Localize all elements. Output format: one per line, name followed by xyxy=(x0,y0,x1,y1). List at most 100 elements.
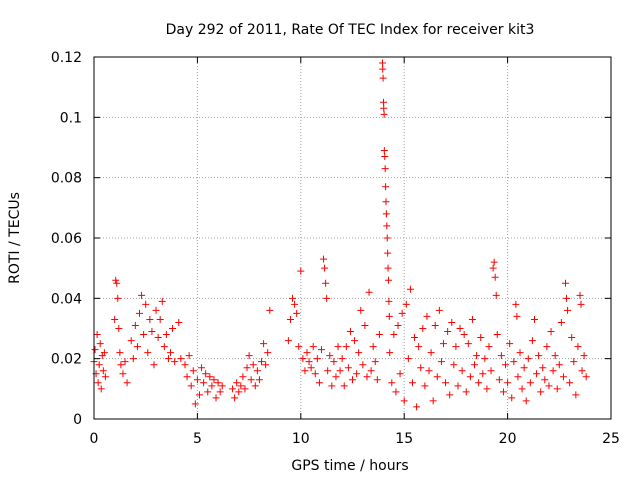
data-point xyxy=(187,382,195,390)
data-point xyxy=(513,312,521,320)
data-point xyxy=(563,294,571,302)
data-point xyxy=(324,367,332,375)
data-point xyxy=(158,297,166,305)
data-point xyxy=(208,382,216,390)
data-point xyxy=(191,400,199,408)
y-tick-label: 0 xyxy=(73,412,82,428)
data-point xyxy=(361,321,369,329)
data-point xyxy=(489,264,497,272)
data-point xyxy=(365,288,373,296)
data-point xyxy=(123,379,131,387)
data-point xyxy=(93,331,101,339)
data-point xyxy=(322,279,330,287)
data-point xyxy=(214,379,222,387)
data-point xyxy=(381,165,389,173)
data-point xyxy=(577,300,585,308)
data-point xyxy=(437,358,445,366)
data-point xyxy=(303,349,311,357)
data-point xyxy=(138,291,146,299)
data-point xyxy=(206,373,214,381)
data-point xyxy=(510,358,518,366)
data-point xyxy=(99,367,107,375)
data-point xyxy=(328,382,336,390)
data-point xyxy=(162,331,170,339)
data-point xyxy=(371,358,379,366)
data-point xyxy=(572,391,580,399)
data-point xyxy=(289,294,297,302)
data-point xyxy=(553,385,561,393)
data-point xyxy=(142,300,150,308)
data-point xyxy=(177,355,185,363)
y-tick-label: 0.04 xyxy=(51,291,82,307)
data-point xyxy=(373,376,381,384)
data-point xyxy=(156,315,164,323)
data-point xyxy=(504,379,512,387)
data-point xyxy=(321,264,329,272)
data-point xyxy=(113,279,121,287)
data-point xyxy=(91,346,99,354)
data-point xyxy=(129,355,137,363)
data-point xyxy=(367,367,375,375)
data-point xyxy=(402,300,410,308)
data-point xyxy=(241,385,249,393)
data-point xyxy=(167,349,175,357)
data-point xyxy=(427,349,435,357)
data-point xyxy=(380,147,388,155)
data-point xyxy=(291,300,299,308)
data-point xyxy=(150,361,158,369)
data-point xyxy=(508,394,516,402)
data-point xyxy=(181,361,189,369)
data-point xyxy=(169,325,177,332)
data-point xyxy=(549,367,557,375)
data-point xyxy=(547,328,555,336)
grid-lines xyxy=(94,57,611,419)
data-point xyxy=(385,297,393,305)
data-point xyxy=(406,285,414,293)
data-point xyxy=(116,349,124,357)
data-point xyxy=(342,343,350,351)
x-tick-label: 25 xyxy=(602,431,620,447)
data-point xyxy=(506,340,514,348)
data-point xyxy=(231,394,239,402)
data-point xyxy=(380,98,388,106)
data-point xyxy=(245,352,253,360)
data-point xyxy=(431,321,439,329)
y-tick-label: 0.08 xyxy=(51,171,82,187)
data-point xyxy=(249,361,257,369)
data-point xyxy=(200,379,208,387)
data-point xyxy=(185,352,193,360)
data-point xyxy=(477,334,485,342)
data-point xyxy=(286,315,294,323)
data-point xyxy=(379,74,387,82)
data-point xyxy=(566,379,574,387)
data-point xyxy=(497,352,505,360)
data-point xyxy=(218,382,226,390)
data-point xyxy=(135,309,143,317)
data-point xyxy=(535,352,543,360)
data-point xyxy=(444,328,452,336)
data-point xyxy=(516,349,524,357)
data-point xyxy=(189,367,197,375)
data-point xyxy=(433,373,441,381)
data-point xyxy=(533,370,541,378)
data-point xyxy=(413,403,421,411)
data-point xyxy=(514,373,522,381)
data-point xyxy=(442,379,450,387)
data-point xyxy=(392,388,400,396)
data-point xyxy=(524,355,532,363)
data-point xyxy=(210,376,218,384)
data-point xyxy=(491,273,499,281)
data-point xyxy=(388,379,396,387)
data-point xyxy=(530,315,538,323)
x-tick-label: 15 xyxy=(395,431,413,447)
data-point xyxy=(140,331,148,339)
data-point xyxy=(216,388,224,396)
data-point xyxy=(384,264,392,272)
data-point xyxy=(382,183,390,191)
data-point xyxy=(121,358,129,366)
data-point xyxy=(243,364,251,372)
data-point xyxy=(398,309,406,317)
data-point xyxy=(160,343,168,351)
data-point xyxy=(198,364,206,372)
data-point xyxy=(320,255,328,263)
